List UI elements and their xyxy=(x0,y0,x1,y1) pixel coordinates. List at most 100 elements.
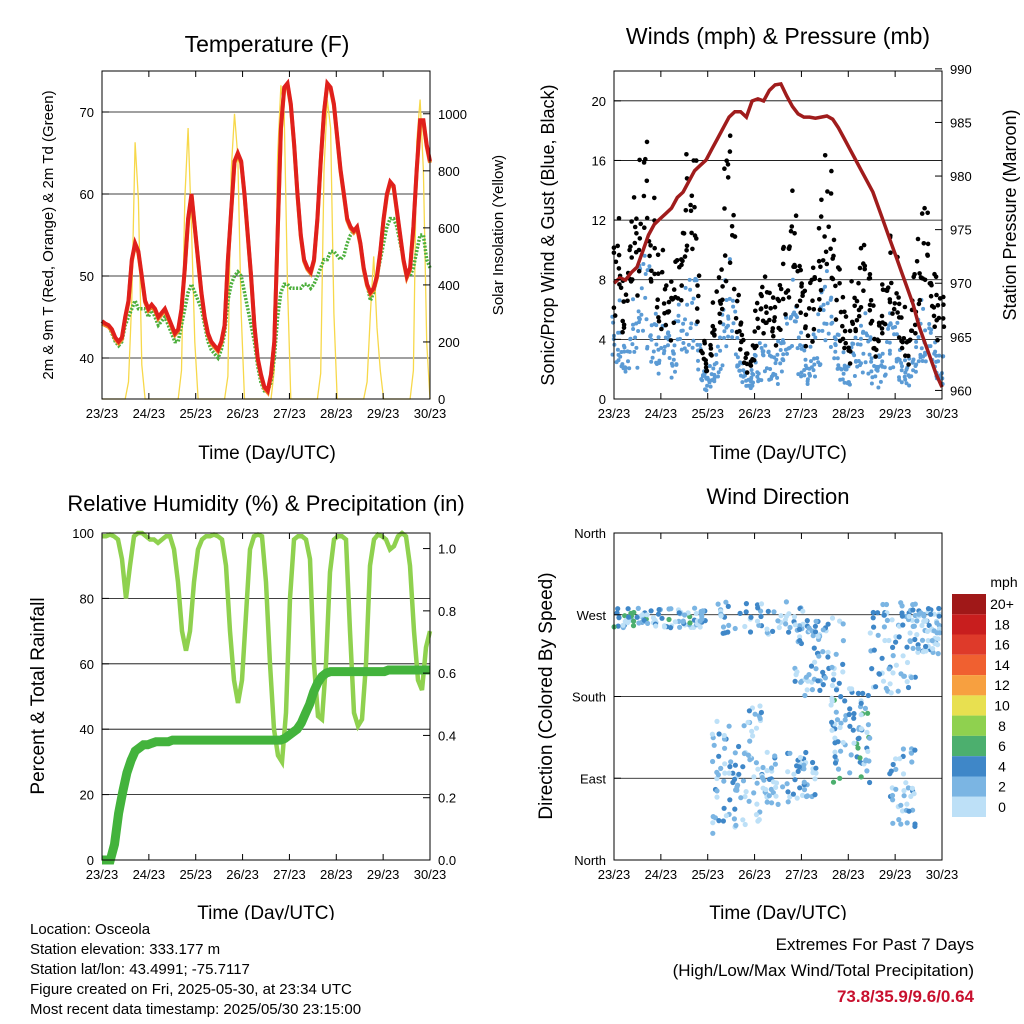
direction-point xyxy=(743,601,749,607)
direction-point xyxy=(893,786,899,792)
wind-point xyxy=(869,359,874,364)
wind-point xyxy=(927,322,932,326)
gust-point xyxy=(732,234,738,239)
wind-point xyxy=(809,359,813,364)
wind-point xyxy=(642,253,647,258)
colorbar-label: 14 xyxy=(994,657,1010,673)
gust-point xyxy=(788,228,794,234)
direction-point xyxy=(875,632,881,638)
wind-point xyxy=(733,309,738,314)
gust-point xyxy=(834,297,839,303)
gust-point xyxy=(842,328,848,334)
wind-ticks: 0 4 8 12 16 20 960 965 970 975 980 985 990 23/23 24/23… xyxy=(592,62,972,421)
direction-point xyxy=(905,785,911,791)
gust-point xyxy=(684,243,690,249)
wind-point xyxy=(802,373,807,378)
gust-point xyxy=(756,325,761,331)
wind-point xyxy=(683,285,688,290)
x-tick-label: 27/23 xyxy=(273,867,306,882)
direction-point xyxy=(791,614,798,620)
direction-point xyxy=(801,766,807,772)
direction-point xyxy=(758,709,764,716)
direction-point xyxy=(812,659,818,665)
gust-point xyxy=(867,308,873,313)
direction-point xyxy=(919,622,925,629)
direction-point xyxy=(787,750,793,756)
gust-point xyxy=(731,286,737,292)
extremes-title: Extremes For Past 7 Days xyxy=(775,935,974,954)
direction-point xyxy=(851,715,857,721)
direction-point xyxy=(725,603,731,609)
wind-point xyxy=(685,302,690,307)
wind-point xyxy=(738,360,743,365)
x-tick-label: 23/23 xyxy=(598,406,631,421)
wind-point xyxy=(840,377,845,382)
direction-point xyxy=(743,789,749,795)
direction-point xyxy=(829,682,835,689)
direction-point xyxy=(645,620,651,626)
direction-point xyxy=(915,642,921,648)
y2-tick-label: 400 xyxy=(438,278,460,293)
gust-point xyxy=(838,309,844,315)
direction-point xyxy=(755,818,761,824)
wind-point xyxy=(633,335,638,340)
direction-point xyxy=(740,764,746,770)
direction-point xyxy=(850,727,856,733)
wind-point xyxy=(669,375,674,380)
gust-point xyxy=(888,250,893,255)
direction-point xyxy=(865,748,871,754)
gust-point xyxy=(628,244,633,249)
gust-point xyxy=(899,315,904,320)
wind-point xyxy=(785,351,789,356)
gust-point xyxy=(822,234,827,239)
gust-point xyxy=(620,318,625,324)
wind-point xyxy=(923,328,928,333)
gust-point xyxy=(739,332,745,338)
x-tick-label: 28/23 xyxy=(320,406,353,421)
wind-point xyxy=(873,374,878,379)
direction-point xyxy=(858,712,864,718)
direction-point xyxy=(855,690,861,696)
wind-plot-frame xyxy=(613,70,943,400)
colorbar-label: 2 xyxy=(998,779,1006,795)
gust-point xyxy=(616,252,622,258)
gust-point xyxy=(896,335,902,340)
direction-point xyxy=(720,624,727,630)
wind-point xyxy=(847,381,852,386)
y-tick-label: 16 xyxy=(592,153,606,168)
direction-point xyxy=(905,684,912,691)
direction-point xyxy=(722,745,728,751)
gust-point xyxy=(770,295,776,300)
wind-point xyxy=(861,351,866,356)
direction-point xyxy=(815,678,821,684)
direction-point xyxy=(749,728,755,734)
direction-point xyxy=(832,735,838,741)
direction-point xyxy=(730,770,736,776)
direction-point xyxy=(858,700,864,706)
direction-point xyxy=(718,765,724,771)
wind-point xyxy=(693,276,698,281)
direction-point xyxy=(912,674,918,680)
wind-point xyxy=(636,309,641,314)
direction-point xyxy=(737,610,743,616)
wind-point xyxy=(653,311,658,316)
gust-point xyxy=(934,292,939,298)
direction-point xyxy=(622,618,628,624)
direction-point xyxy=(908,674,915,681)
gust-point xyxy=(925,241,931,247)
gust-point xyxy=(820,258,826,263)
wind-point xyxy=(634,345,639,350)
wind-point xyxy=(836,363,841,368)
wind-point xyxy=(826,331,831,336)
y2-tick-label: 0.2 xyxy=(438,791,456,806)
wind-point xyxy=(783,347,788,352)
direction-point xyxy=(897,756,903,762)
direction-point xyxy=(812,776,818,782)
gust-point xyxy=(805,333,811,339)
gust-point xyxy=(935,303,941,308)
gust-point xyxy=(861,261,866,266)
wind-point xyxy=(852,353,857,358)
direction-point xyxy=(794,795,800,801)
gust-point xyxy=(656,315,661,320)
wind-point xyxy=(778,348,783,352)
